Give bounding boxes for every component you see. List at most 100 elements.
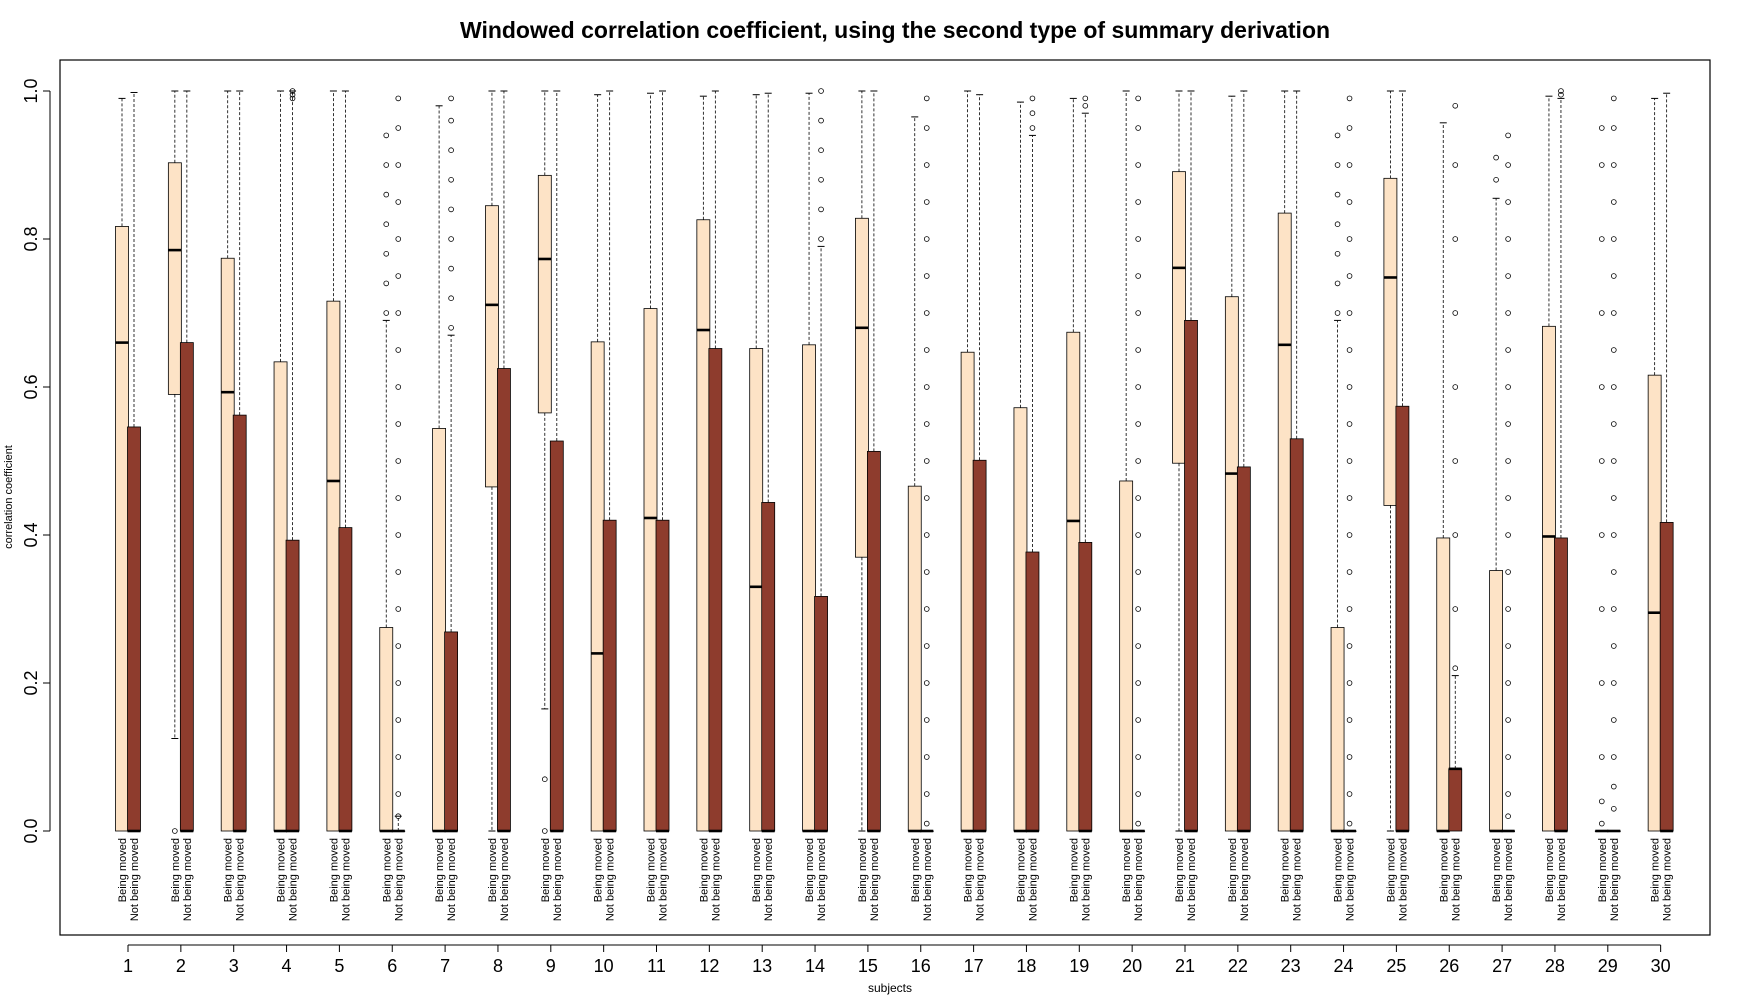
- x-tick-label: 26: [1439, 956, 1459, 976]
- box-iqr: [1172, 171, 1186, 464]
- group-label: Not being moved: [1345, 838, 1357, 921]
- outlier-point: [923, 458, 930, 464]
- group-label: Not being moved: [1556, 838, 1568, 921]
- group-label: Being moved: [857, 838, 869, 902]
- group-label: Being moved: [223, 838, 235, 902]
- outlier-point: [1346, 606, 1353, 612]
- outlier-point: [1346, 820, 1353, 827]
- outlier-point: [1029, 110, 1036, 116]
- outlier-point: [1135, 532, 1141, 538]
- outlier-point: [1558, 91, 1564, 98]
- outlier-point: [1505, 754, 1511, 760]
- y-tick-label: 0.2: [21, 670, 41, 695]
- group-label: Being moved: [117, 838, 129, 902]
- x-tick-label: 3: [229, 956, 239, 976]
- group-label: Being moved: [910, 838, 922, 902]
- box-group: Being moved: [326, 90, 340, 902]
- box-group: Being moved: [696, 95, 711, 902]
- outlier-point: [1346, 199, 1353, 205]
- outlier-point: [1346, 680, 1353, 686]
- group-label: Being moved: [698, 838, 710, 902]
- outlier-point: [383, 310, 390, 316]
- box-iqr: [1330, 627, 1345, 832]
- outlier-point: [448, 117, 454, 124]
- box-iqr: [1647, 374, 1662, 832]
- outlier-point: [818, 147, 824, 154]
- x-tick-label: 7: [440, 956, 450, 976]
- outlier-point: [1611, 236, 1617, 242]
- outlier-point: [1505, 199, 1511, 205]
- outlier-point: [448, 265, 454, 272]
- outlier-point: [923, 162, 930, 168]
- box-iqr: [338, 527, 353, 832]
- outlier-point: [1346, 421, 1353, 427]
- outlier-point: [1611, 310, 1617, 316]
- group-label: Not being moved: [129, 838, 141, 921]
- y-tick-label: 0.4: [21, 522, 41, 547]
- outlier-point: [1346, 236, 1353, 242]
- outlier-point: [1599, 754, 1605, 760]
- outlier-point: [1505, 813, 1511, 819]
- box-group: Not being moved: [1659, 92, 1674, 921]
- box-iqr: [497, 368, 511, 832]
- group-label: Being moved: [1121, 838, 1133, 902]
- outlier-point: [1599, 384, 1605, 390]
- outlier-point: [1135, 458, 1141, 464]
- box-group: Not being moved: [232, 90, 247, 921]
- x-tick-label: 16: [911, 956, 931, 976]
- outlier-point: [1611, 495, 1617, 501]
- x-tick-label: 25: [1386, 956, 1406, 976]
- outlier-point: [383, 132, 390, 139]
- outlier-point: [1611, 717, 1617, 723]
- outlier-point: [1611, 458, 1617, 464]
- group-label: Not being moved: [922, 838, 934, 921]
- outlier-point: [1135, 717, 1141, 723]
- box-iqr: [761, 502, 776, 832]
- outlier-point: [1505, 458, 1511, 464]
- outlier-point: [1452, 532, 1459, 538]
- outlier-point: [1611, 384, 1617, 390]
- outlier-point: [1135, 236, 1141, 242]
- outlier-point: [1334, 310, 1341, 316]
- box-group: Not being moved: [814, 88, 828, 921]
- box-iqr: [1277, 212, 1292, 832]
- outlier-point: [1135, 680, 1141, 686]
- outlier-point: [289, 88, 296, 94]
- outlier-point: [923, 495, 930, 501]
- group-label: Not being moved: [710, 838, 722, 921]
- box-group: Being moved: [855, 90, 869, 902]
- group-label: Not being moved: [1662, 838, 1674, 921]
- box-group: Being moved: [590, 94, 605, 902]
- outlier-point: [1505, 717, 1511, 723]
- group-label: Being moved: [381, 838, 393, 902]
- outlier-point: [1346, 95, 1353, 102]
- box-group: Not being moved: [761, 92, 776, 921]
- box-iqr: [696, 219, 711, 832]
- outlier-point: [1346, 643, 1353, 649]
- box-iqr: [179, 342, 194, 832]
- x-tick-label: 22: [1228, 956, 1248, 976]
- box-group: Not being moved: [127, 91, 141, 921]
- outlier-point: [1611, 680, 1617, 686]
- box-group: Not being moved: [338, 90, 353, 921]
- outlier-point: [1346, 532, 1353, 538]
- outlier-point: [541, 776, 548, 782]
- outlier-point: [1135, 495, 1141, 501]
- y-axis-label: correlation coefficient: [3, 445, 15, 549]
- group-label: Being moved: [1227, 838, 1239, 902]
- box-group: Not being moved: [1606, 95, 1621, 921]
- box-group: Being moved: [1277, 90, 1292, 902]
- x-tick-label: 20: [1122, 956, 1142, 976]
- box-iqr: [485, 205, 499, 488]
- box-group: Not being moved: [1448, 103, 1462, 921]
- box-iqr: [285, 539, 300, 832]
- outlier-point: [1611, 421, 1617, 427]
- outlier-point: [1505, 310, 1511, 316]
- outlier-point: [1346, 347, 1353, 353]
- outlier-point: [395, 458, 402, 464]
- outlier-point: [1334, 221, 1341, 228]
- outlier-point: [923, 421, 930, 427]
- outlier-point: [1611, 347, 1617, 353]
- box-iqr: [1436, 537, 1451, 832]
- outlier-point: [818, 177, 824, 183]
